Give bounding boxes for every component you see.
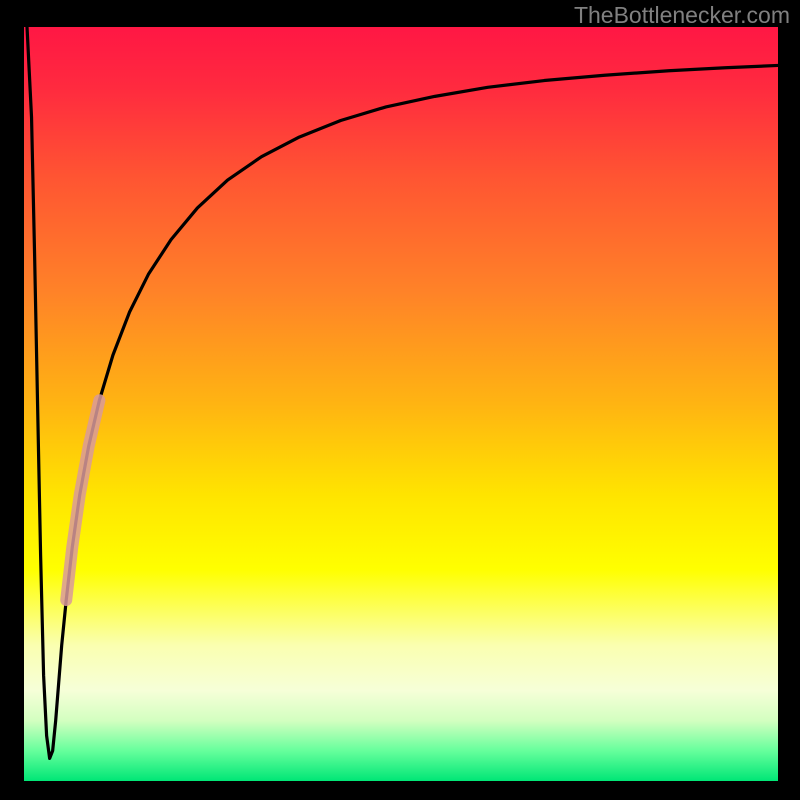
attribution-text: TheBottlenecker.com [574,2,790,29]
plot-area [24,27,778,781]
chart-frame: TheBottlenecker.com [0,0,800,800]
gradient-background [24,27,778,781]
bottleneck-curve-chart [24,27,778,781]
